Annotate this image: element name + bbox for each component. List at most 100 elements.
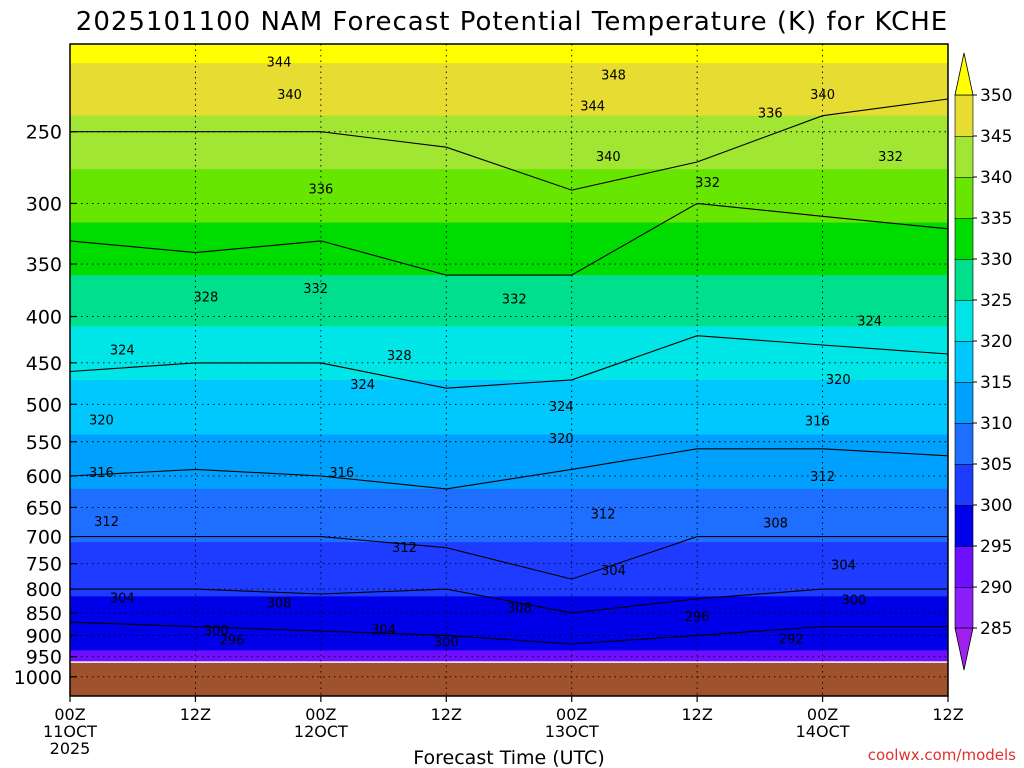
- color-band: [70, 633, 948, 636]
- contour-label: 300: [842, 594, 867, 609]
- colorbar-tick-label: 300: [980, 496, 1012, 516]
- color-band: [70, 296, 948, 303]
- colorbar-tick-label: 345: [980, 127, 1012, 147]
- x-tick-label: 00Z: [807, 705, 838, 724]
- color-band: [70, 485, 948, 490]
- color-band: [70, 652, 948, 656]
- color-band: [70, 612, 948, 616]
- contour-label: 328: [387, 349, 412, 364]
- contour-label: 304: [831, 559, 856, 574]
- x-tick-label: 00Z: [54, 705, 85, 724]
- color-band: [70, 321, 948, 327]
- color-band: [70, 269, 948, 276]
- color-band: [70, 571, 948, 575]
- colorbar-tick-label: 320: [980, 332, 1012, 352]
- color-band: [70, 306, 948, 313]
- color-band: [70, 498, 948, 502]
- color-band: [70, 285, 948, 292]
- contour-label: 332: [303, 282, 328, 297]
- contour-label: 320: [89, 414, 114, 429]
- color-band: [70, 530, 948, 535]
- color-band: [70, 563, 948, 567]
- color-band: [70, 650, 948, 654]
- contour-label: 348: [601, 68, 626, 83]
- contour-label: 340: [596, 150, 621, 165]
- color-band: [70, 358, 948, 364]
- colorbar-swatch: [954, 176, 974, 219]
- contour-line: [70, 588, 948, 614]
- color-band: [70, 510, 948, 515]
- color-band: [70, 619, 948, 623]
- colorbar-swatch: [954, 504, 974, 547]
- color-band: [70, 591, 948, 595]
- color-band: [70, 246, 948, 254]
- y-tick-label: 700: [26, 527, 62, 549]
- color-band: [70, 379, 948, 385]
- chart-title: 2025101100 NAM Forecast Potential Temper…: [76, 7, 948, 37]
- color-band: [70, 544, 948, 549]
- x-tick-label: 12Z: [932, 705, 963, 724]
- x-tick-label: 00Z: [305, 705, 336, 724]
- y-tick-label: 750: [26, 554, 62, 576]
- color-band: [70, 131, 948, 141]
- x-tick-date: 13OCT: [545, 722, 599, 741]
- colorbar-swatch: [954, 135, 974, 178]
- color-band: [70, 375, 948, 381]
- color-band: [70, 626, 948, 630]
- contour-label: 320: [826, 373, 851, 388]
- color-band: [70, 644, 948, 647]
- color-band: [70, 81, 948, 91]
- color-band: [70, 234, 948, 242]
- y-tick-label: 500: [26, 394, 62, 416]
- colorbar-swatch: [954, 340, 974, 383]
- contour-label: 312: [94, 515, 119, 530]
- x-tick-date: 14OCT: [796, 722, 850, 741]
- color-band: [70, 624, 948, 628]
- contour-label: 332: [695, 176, 720, 191]
- contour-line: [69, 448, 949, 490]
- color-band: [70, 190, 948, 198]
- color-band: [70, 501, 948, 506]
- color-band: [70, 203, 948, 211]
- color-band: [70, 311, 948, 318]
- color-band: [70, 610, 948, 614]
- color-band: [70, 415, 948, 421]
- x-tick-date: 11OCT: [43, 722, 97, 741]
- color-band: [70, 522, 948, 526]
- y-tick-label: 650: [26, 497, 62, 519]
- color-band: [70, 630, 948, 634]
- colorbar-swatch: [954, 299, 974, 342]
- color-band: [70, 367, 948, 373]
- color-band: [70, 291, 948, 297]
- y-tick-label: 1000: [14, 667, 62, 689]
- color-band: [70, 513, 948, 518]
- colorbar-swatch: [954, 422, 974, 465]
- color-band: [70, 555, 948, 560]
- color-band: [70, 525, 948, 529]
- color-band: [70, 123, 948, 133]
- x-tick-label: 00Z: [556, 705, 587, 724]
- contour-label: 312: [810, 470, 835, 485]
- colorbar-tick-label: 315: [980, 373, 1012, 393]
- colorbar-swatch: [954, 463, 974, 506]
- color-band: [70, 419, 948, 425]
- contour-label: 308: [507, 601, 532, 616]
- color-band: [70, 423, 948, 428]
- color-band: [70, 404, 948, 409]
- contour-label: 308: [763, 516, 788, 531]
- contour-label: 340: [810, 88, 835, 103]
- plot-area: [70, 44, 948, 696]
- color-band: [70, 441, 948, 446]
- colorbar-tick-label: 310: [980, 414, 1012, 434]
- color-band: [70, 472, 948, 477]
- contour-label: 344: [267, 55, 292, 70]
- color-band: [70, 344, 948, 351]
- color-band: [70, 504, 948, 509]
- contour-label: 312: [591, 507, 616, 522]
- color-band: [70, 596, 948, 600]
- color-band: [70, 459, 948, 464]
- y-tick-label: 950: [26, 647, 62, 669]
- color-band: [70, 637, 948, 641]
- contour-label: 324: [350, 378, 375, 393]
